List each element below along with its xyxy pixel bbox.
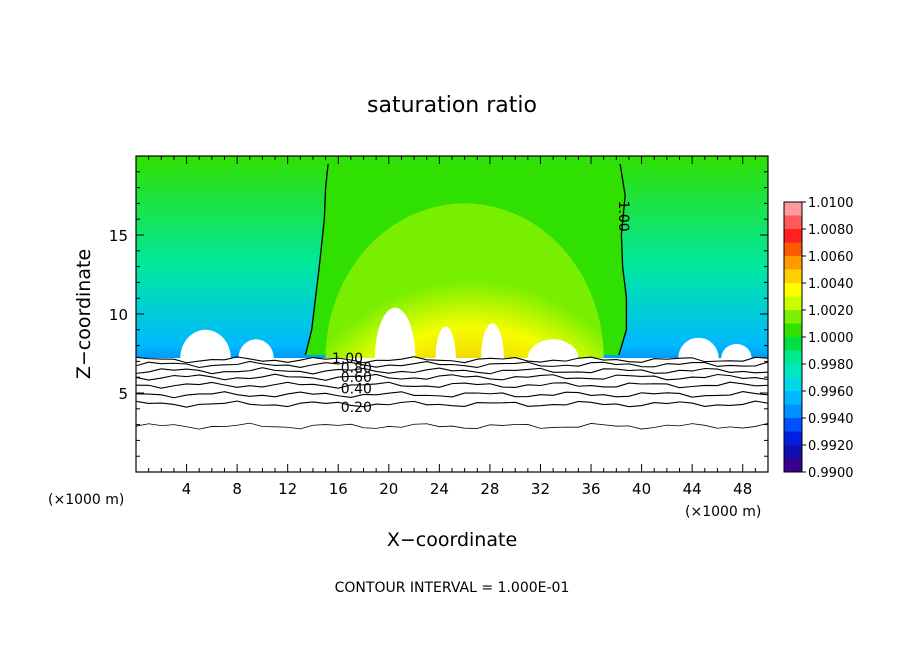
colorbar-label: 0.9920 (808, 439, 854, 454)
colorbar-swatch (784, 296, 802, 311)
colorbar-label: 1.0000 (808, 331, 854, 346)
contour-line (136, 360, 768, 369)
contour-line (136, 356, 768, 364)
colorbar-swatch (784, 418, 802, 432)
colorbar-swatch (784, 364, 802, 378)
colorbar-swatch (784, 229, 802, 243)
colorbar-label: 1.0080 (808, 223, 854, 238)
colorbar-label: 1.0020 (808, 304, 854, 319)
y-tick-label: 10 (109, 306, 128, 324)
colorbar-swatch (784, 215, 802, 230)
x-tick-label: 20 (379, 480, 398, 498)
colorbar-swatch (784, 377, 802, 392)
contour-label: 0.20 (341, 400, 372, 416)
y-tick-label: 15 (109, 227, 128, 245)
colorbar-swatch (784, 431, 802, 446)
contour-line (136, 381, 768, 389)
contour-labels: 1.001.000.800.600.400.20 (332, 201, 631, 417)
y-axis-label: Z−coordinate (73, 249, 95, 379)
x-unit-left: (×1000 m) (48, 492, 124, 508)
contour-lines (136, 163, 768, 430)
x-unit-right: (×1000 m) (685, 504, 761, 520)
colorbar-swatch (784, 337, 802, 351)
x-tick-label: 32 (531, 480, 550, 498)
contour-line (136, 367, 768, 375)
contour-label: 0.60 (341, 370, 372, 386)
x-axis-label: X−coordinate (387, 529, 517, 551)
colorbar: 1.0100 1.0080 1.0060 1.0040 1.0020 1.0000 0.99… (783, 196, 854, 481)
x-tick-label: 28 (480, 480, 499, 498)
colorbar-swatch (784, 310, 802, 324)
x-tick-label: 24 (430, 480, 449, 498)
contour-label: 1.00 (332, 351, 363, 367)
x-tick-label: 40 (632, 480, 651, 498)
x-tick-label: 12 (278, 480, 297, 498)
x-tick-label: 4 (182, 480, 192, 498)
contour-label: 1.00 (615, 201, 631, 232)
x-axis: 4 8 12 16 20 24 28 32 36 40 44 48 (148, 156, 756, 498)
contour-line (136, 400, 768, 408)
contour-label: 0.80 (341, 361, 372, 377)
colorbar-swatch (784, 283, 802, 297)
contour-line (136, 391, 768, 399)
contour-label: 0.40 (341, 381, 372, 397)
colorbar-swatch (784, 256, 802, 270)
x-tick-label: 36 (581, 480, 600, 498)
colorbar-swatch (784, 350, 802, 365)
colorbar-swatch (784, 458, 802, 473)
contour-line (136, 422, 768, 430)
colorbar-swatch (784, 323, 802, 338)
plot-area (136, 156, 768, 472)
y-tick-label: 5 (118, 385, 128, 403)
x-tick-label: 16 (329, 480, 348, 498)
contour-interval-note: CONTOUR INTERVAL = 1.000E-01 (335, 580, 570, 596)
x-tick-label: 48 (733, 480, 752, 498)
colorbar-label: 0.9960 (808, 385, 854, 400)
ground-region (136, 358, 768, 472)
colorbar-label: 1.0040 (808, 277, 854, 292)
colorbar-swatch (784, 404, 802, 419)
contour-line-1-00 (304, 163, 329, 356)
colorbar-label: 0.9980 (808, 358, 854, 373)
colorbar-swatch (784, 202, 802, 216)
colorbar-label: 1.0060 (808, 250, 854, 265)
contour-line (136, 373, 768, 381)
chart-title: saturation ratio (367, 93, 537, 118)
colorbar-label: 0.9940 (808, 412, 854, 427)
colorbar-swatch (784, 445, 802, 459)
colorbar-swatch (784, 269, 802, 284)
x-tick-label: 8 (232, 480, 242, 498)
colorbar-swatch (784, 391, 802, 405)
x-tick-label: 44 (683, 480, 702, 498)
y-axis: 5 10 15 (109, 171, 768, 457)
colorbar-swatch (784, 242, 802, 257)
contour-line-1-00 (618, 163, 628, 356)
colorbar-label: 1.0100 (808, 196, 854, 211)
colorbar-label: 0.9900 (808, 466, 854, 481)
